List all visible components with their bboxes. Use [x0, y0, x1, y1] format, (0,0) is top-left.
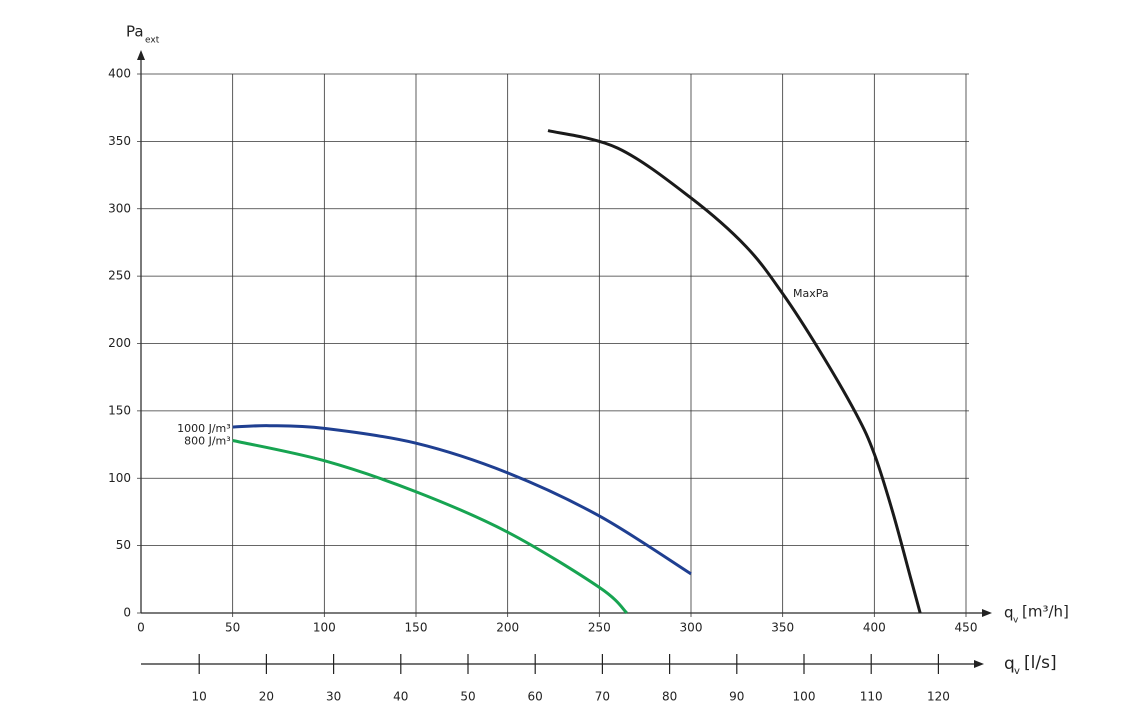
x2-tick-label: 120	[927, 690, 950, 704]
x2-tick-label: 50	[460, 690, 475, 704]
x-tick-label: 350	[771, 621, 794, 635]
x2-label-sub: v	[1014, 666, 1020, 677]
curve	[232, 439, 628, 615]
y-tick-label: 200	[108, 336, 131, 350]
y-tick-label: 150	[108, 403, 131, 417]
x-tick-label: 0	[137, 621, 145, 635]
x2-tick-label: 90	[729, 690, 744, 704]
y-tick-label: 100	[108, 471, 131, 485]
x-tick-label: 200	[496, 621, 519, 635]
x2-label: q	[1004, 654, 1015, 674]
curve-label: 1000 J/m³	[177, 422, 231, 435]
x-tick-label: 50	[225, 621, 240, 635]
x-label-sub: v	[1013, 616, 1019, 626]
x-arrow	[982, 609, 992, 617]
y-arrow	[137, 50, 145, 60]
x-tick-label: 250	[588, 621, 611, 635]
x2-tick-label: 100	[793, 690, 816, 704]
y-label-sub: ext	[145, 36, 160, 46]
y-tick-label: 50	[116, 538, 131, 552]
x2-tick-label: 40	[393, 690, 408, 704]
x-tick-label: 300	[680, 621, 703, 635]
x-tick-label: 400	[863, 621, 886, 635]
curve-label: MaxPa	[793, 287, 829, 300]
x-tick-label: 150	[405, 621, 428, 635]
curve-label: 800 J/m³	[184, 435, 231, 448]
x2-tick-label: 80	[662, 690, 677, 704]
x2-tick-label: 60	[528, 690, 543, 704]
x2-tick-label: 70	[595, 690, 610, 704]
y-tick-label: 250	[108, 269, 131, 283]
x2-tick-label: 10	[192, 690, 207, 704]
y-tick-label: 350	[108, 134, 131, 148]
x2-tick-label: 110	[860, 690, 883, 704]
x-tick-label: 450	[955, 621, 978, 635]
curve	[547, 129, 922, 614]
y-tick-label: 0	[123, 606, 131, 620]
x2-unit: [l/s]	[1024, 653, 1057, 673]
y-tick-label: 300	[108, 201, 131, 215]
y-label: Pa	[126, 23, 144, 41]
curve	[232, 424, 692, 576]
x-label: q	[1004, 604, 1014, 622]
x-tick-label: 100	[313, 621, 336, 635]
x-unit: [m³/h]	[1022, 603, 1069, 621]
x2-arrow	[974, 660, 984, 668]
x2-tick-label: 30	[326, 690, 341, 704]
y-tick-label: 400	[108, 67, 131, 81]
x2-tick-label: 20	[259, 690, 274, 704]
